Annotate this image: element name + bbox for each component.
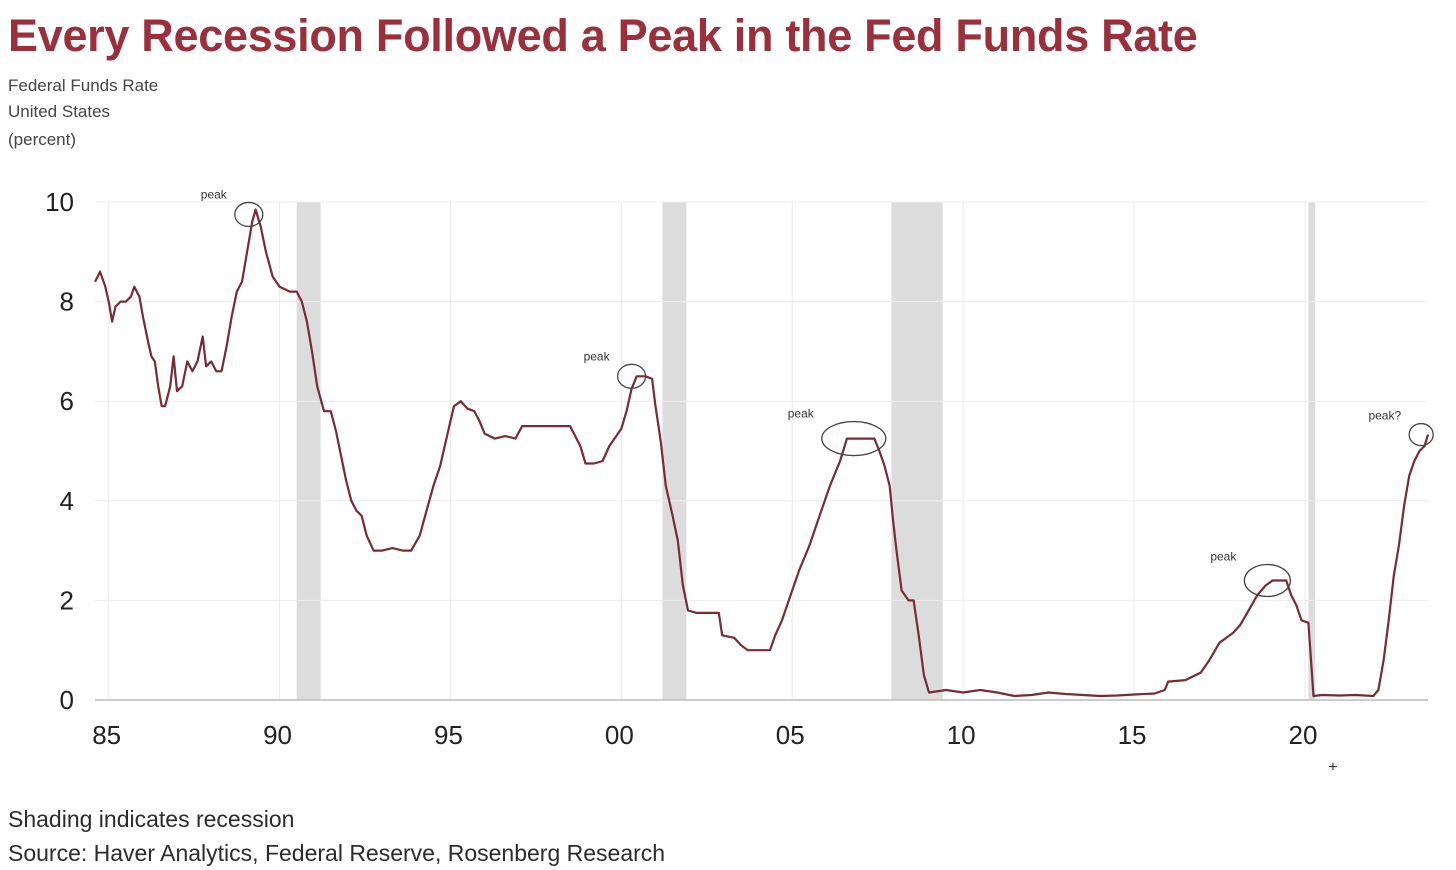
recession-band-0 — [296, 202, 321, 700]
peak-annotations: peak peak peak peak peak? — [201, 187, 1434, 598]
y-tick-label: 0 — [60, 685, 74, 715]
grid-lines — [95, 201, 1428, 701]
x-axis-ticks: 85 90 95 00 05 10 15 20 + — [92, 720, 1337, 770]
chart-title: Every Recession Followed a Peak in the F… — [8, 10, 1198, 61]
peak-label-0: peak — [201, 187, 228, 201]
peak-circle-2 — [821, 420, 887, 457]
peak-circle-3 — [1243, 563, 1292, 598]
x-tick-label: 95 — [434, 720, 463, 750]
recession-shading-group — [296, 202, 1316, 700]
peak-label-3: peak — [1210, 549, 1237, 563]
peak-label-1: peak — [584, 349, 611, 363]
y-tick-label: 2 — [60, 585, 74, 615]
x-tick-label: 20 — [1288, 720, 1317, 750]
peak-circle-1 — [616, 363, 647, 389]
y-tick-label: 10 — [45, 187, 74, 217]
peak-circle-4 — [1408, 422, 1434, 447]
peak-label-4: peak? — [1368, 409, 1401, 423]
recession-note: Shading indicates recession — [8, 806, 295, 832]
x-tick-label: 10 — [947, 720, 976, 750]
x-tick-label: 15 — [1118, 720, 1147, 750]
x-tick-plus-marker: + — [1328, 759, 1337, 770]
x-tick-label: 85 — [92, 720, 121, 750]
peak-circle-0 — [234, 201, 264, 228]
recession-band-1 — [662, 202, 687, 700]
source-note: Source: Haver Analytics, Federal Reserve… — [8, 840, 666, 866]
y-tick-label: 6 — [60, 386, 74, 416]
x-tick-label: 90 — [263, 720, 292, 750]
x-tick-label: 00 — [605, 720, 634, 750]
fed-funds-rate-line — [94, 208, 1430, 698]
subtitle-region: United States — [8, 102, 111, 121]
x-tick-label: 05 — [776, 720, 805, 750]
subtitle-series: Federal Funds Rate — [8, 76, 159, 95]
y-tick-label: 8 — [60, 287, 74, 317]
y-axis-ticks: 0 2 4 6 8 10 — [45, 187, 74, 715]
recession-band-3 — [1308, 202, 1316, 700]
peak-label-2: peak — [788, 407, 815, 421]
y-tick-label: 4 — [60, 486, 74, 516]
subtitle-unit: (percent) — [8, 130, 77, 149]
